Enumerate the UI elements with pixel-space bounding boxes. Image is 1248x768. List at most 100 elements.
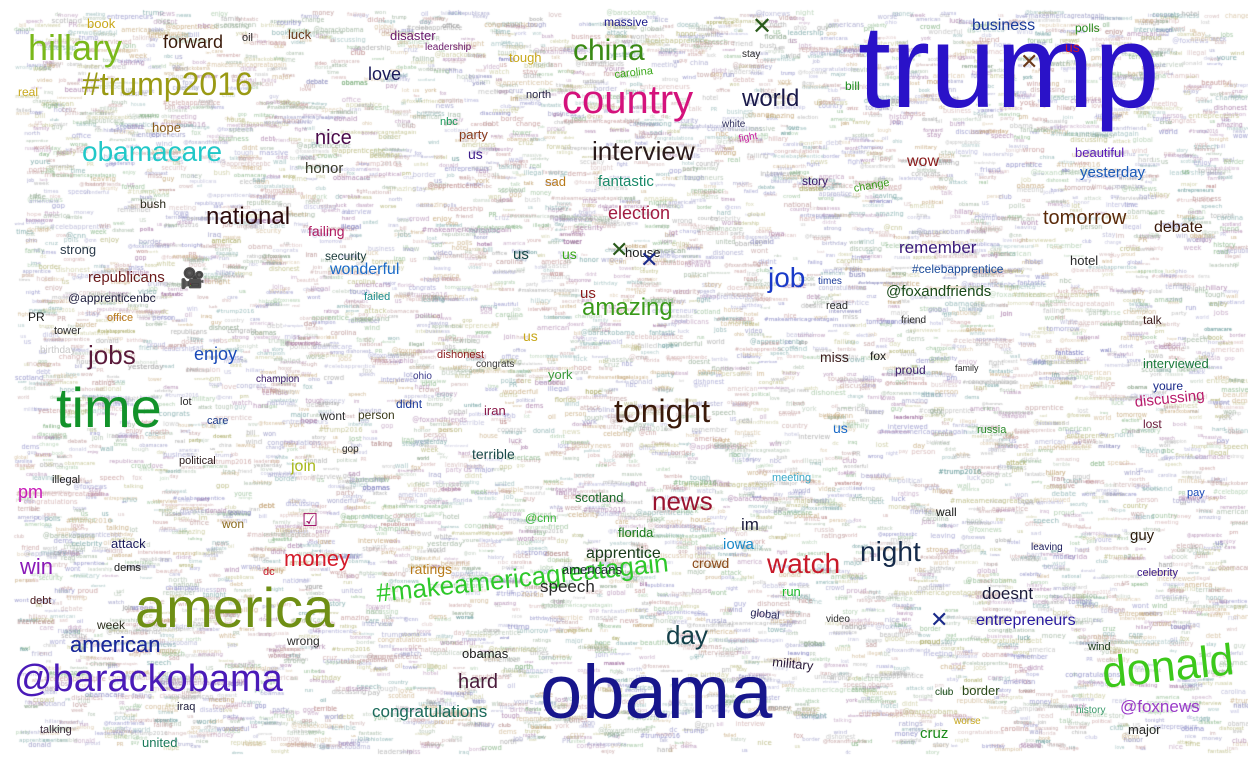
cloud-word: nice bbox=[315, 127, 352, 149]
cloud-word: terrible bbox=[472, 446, 515, 462]
cloud-word: wall bbox=[936, 505, 957, 519]
cloud-word: #trump2016 bbox=[82, 66, 253, 102]
cloud-word: america bbox=[135, 576, 335, 639]
cloud-word: guy bbox=[1130, 527, 1155, 544]
cloud-word: book bbox=[87, 16, 116, 31]
cloud-word: wonderful bbox=[330, 261, 400, 278]
cloud-word: week bbox=[97, 618, 126, 632]
cloud-word: interviewed bbox=[1143, 356, 1209, 371]
cloud-word: tough bbox=[509, 50, 542, 65]
cloud-word: friend bbox=[901, 315, 927, 326]
cloud-word: strong bbox=[60, 242, 97, 257]
cloud-word: border bbox=[962, 683, 1000, 698]
cloud-word: sad bbox=[545, 174, 566, 189]
cloud-word: house bbox=[625, 245, 661, 260]
cloud-word: oil bbox=[242, 32, 254, 44]
cloud-word: story bbox=[802, 174, 829, 188]
cloud-word: us bbox=[513, 246, 529, 263]
cloud-word: wow bbox=[907, 153, 940, 170]
cloud-word: talk bbox=[1143, 313, 1162, 327]
cloud-word: debate bbox=[1154, 219, 1203, 236]
cloud-word: didnt bbox=[396, 397, 423, 411]
cloud-word: bill bbox=[845, 79, 860, 93]
cloud-word: @foxnews bbox=[1120, 697, 1200, 716]
close-x-icon: ✕ bbox=[1020, 50, 1039, 75]
cloud-word: disaster bbox=[390, 28, 436, 43]
cloud-word: north bbox=[526, 89, 552, 101]
cloud-word: cruz bbox=[920, 725, 949, 742]
cloud-word: join bbox=[291, 458, 316, 475]
cloud-word: tonight bbox=[614, 393, 711, 429]
cloud-word: video bbox=[826, 614, 850, 625]
cloud-word: scotland bbox=[575, 490, 624, 505]
cloud-word: run bbox=[782, 584, 801, 599]
cloud-word: national bbox=[206, 203, 291, 230]
cloud-word: love bbox=[368, 64, 402, 84]
cloud-word: china bbox=[573, 34, 645, 67]
cloud-word: florida bbox=[618, 525, 654, 540]
cloud-word: beautiful bbox=[1075, 145, 1125, 160]
close-x-icon: ✕ bbox=[640, 248, 659, 273]
cloud-word: world bbox=[742, 85, 800, 112]
cloud-word: fantastic bbox=[598, 173, 654, 190]
cloud-word: @barackobama bbox=[14, 658, 283, 700]
cloud-word: won bbox=[222, 517, 245, 531]
cloud-word: real bbox=[18, 85, 39, 99]
ballot-box-check-icon: ☑ bbox=[302, 510, 319, 531]
cloud-word: win bbox=[20, 554, 54, 579]
cloud-word: major bbox=[1128, 722, 1161, 737]
cloud-word: american bbox=[70, 632, 161, 657]
cloud-word: lost bbox=[1143, 417, 1162, 431]
cloud-word: polls bbox=[1075, 21, 1100, 35]
cloud-word: russia bbox=[977, 424, 1007, 436]
close-x-icon: ✕ bbox=[752, 12, 773, 40]
cloud-word: us bbox=[580, 285, 596, 302]
cloud-word: hope bbox=[152, 120, 181, 135]
cloud-word: club bbox=[935, 687, 954, 698]
cloud-word: nbc bbox=[440, 116, 458, 128]
cloud-word: iran bbox=[484, 403, 506, 418]
cloud-word: hillary bbox=[28, 27, 123, 68]
cloud-word: attack bbox=[111, 536, 146, 551]
cloud-word: remember bbox=[899, 238, 977, 257]
cloud-word: forward bbox=[163, 32, 224, 52]
cloud-word: americans bbox=[562, 562, 622, 577]
cloud-word: wrong bbox=[287, 634, 320, 648]
cloud-word: illegal bbox=[52, 474, 81, 486]
cloud-word: fox bbox=[870, 349, 887, 363]
cloud-word: republicans bbox=[88, 269, 165, 286]
cloud-word: champion bbox=[256, 374, 300, 385]
cloud-word: pm bbox=[18, 482, 44, 502]
cloud-word: us bbox=[833, 420, 848, 436]
cloud-word: interview bbox=[592, 136, 695, 166]
cloud-word: dems bbox=[114, 562, 141, 574]
cloud-word: us bbox=[1065, 39, 1080, 55]
close-x-icon: ✕ bbox=[610, 238, 629, 263]
cloud-word: im bbox=[741, 515, 759, 534]
cloud-word: worse bbox=[954, 716, 981, 727]
cloud-word: #celebapprentice bbox=[912, 262, 1004, 276]
cloud-word: obama bbox=[540, 650, 773, 735]
cloud-word: crowd bbox=[692, 555, 730, 571]
cloud-word: white bbox=[722, 119, 746, 130]
cloud-word: obamacare bbox=[82, 136, 223, 167]
cloud-word: time bbox=[56, 376, 162, 439]
cloud-word: celebrity bbox=[1137, 567, 1178, 579]
cloud-word: gop bbox=[342, 444, 359, 455]
cloud-word: massive bbox=[604, 15, 649, 29]
cloud-word: luck bbox=[288, 27, 312, 42]
cloud-word: apprentice bbox=[586, 545, 661, 562]
cloud-word: PR bbox=[28, 310, 45, 324]
cloud-word: wind bbox=[1088, 641, 1111, 653]
cloud-word: political bbox=[179, 455, 216, 467]
cloud-word: hard bbox=[458, 671, 499, 693]
cloud-word: leaving bbox=[1031, 542, 1063, 553]
cloud-word: tower bbox=[54, 325, 81, 337]
cloud-word: dc bbox=[263, 566, 275, 578]
cloud-word: election bbox=[608, 203, 671, 223]
cloud-word: us bbox=[562, 246, 577, 262]
cloud-word: dishonest bbox=[437, 349, 485, 361]
cloud-word: day bbox=[666, 620, 708, 650]
cloud-word: stay bbox=[742, 49, 761, 60]
cloud-word: tomorrow bbox=[1043, 207, 1127, 229]
